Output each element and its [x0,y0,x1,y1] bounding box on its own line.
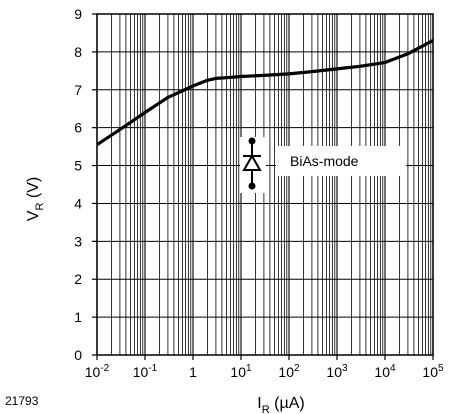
x-tick-label: 1 [189,364,197,380]
x-axis-title: IR (µA) [257,395,304,414]
x-tick-label: 102 [278,363,300,380]
y-tick-label: 6 [74,120,82,136]
symbol-triangle [242,153,262,171]
curve-layer [96,39,434,147]
x-tick-label: 104 [374,363,396,380]
y-tick-label: 1 [74,309,82,325]
y-tick-label: 8 [74,44,82,60]
y-tick-label: 7 [74,82,82,98]
figure-id: 21793 [5,394,39,408]
x-tick-labels: 10-2 10-1 1 101 102 103 104 105 [85,363,444,380]
y-tick-label: 4 [74,195,82,211]
axes [92,13,434,360]
symbol-terminal-top [248,137,256,145]
y-tick-label: 0 [74,347,82,363]
plot-frame [96,13,434,356]
curve-line [96,39,434,147]
y-axis-title: VR (V) [25,177,46,221]
x-tick-label: 103 [326,363,348,380]
annotation-layer: BiAs-mode [276,146,406,176]
x-tick-label: 10-1 [133,363,158,380]
annotation-box [276,146,406,176]
annotation-label: BiAs-mode [290,153,359,169]
grid [96,13,434,356]
y-tick-label: 2 [74,271,82,287]
x-tick-label: 105 [422,363,444,380]
symbol-terminal-bottom [248,182,256,190]
y-tick-label: 5 [74,158,82,174]
x-tick-label: 10-2 [85,363,110,380]
y-tick-label: 3 [74,233,82,249]
x-tick-label: 101 [230,363,252,380]
y-tick-label: 9 [74,6,82,22]
bias-mode-symbol [240,137,266,193]
y-tick-labels: 0 1 2 3 4 5 6 7 8 9 [74,6,82,363]
